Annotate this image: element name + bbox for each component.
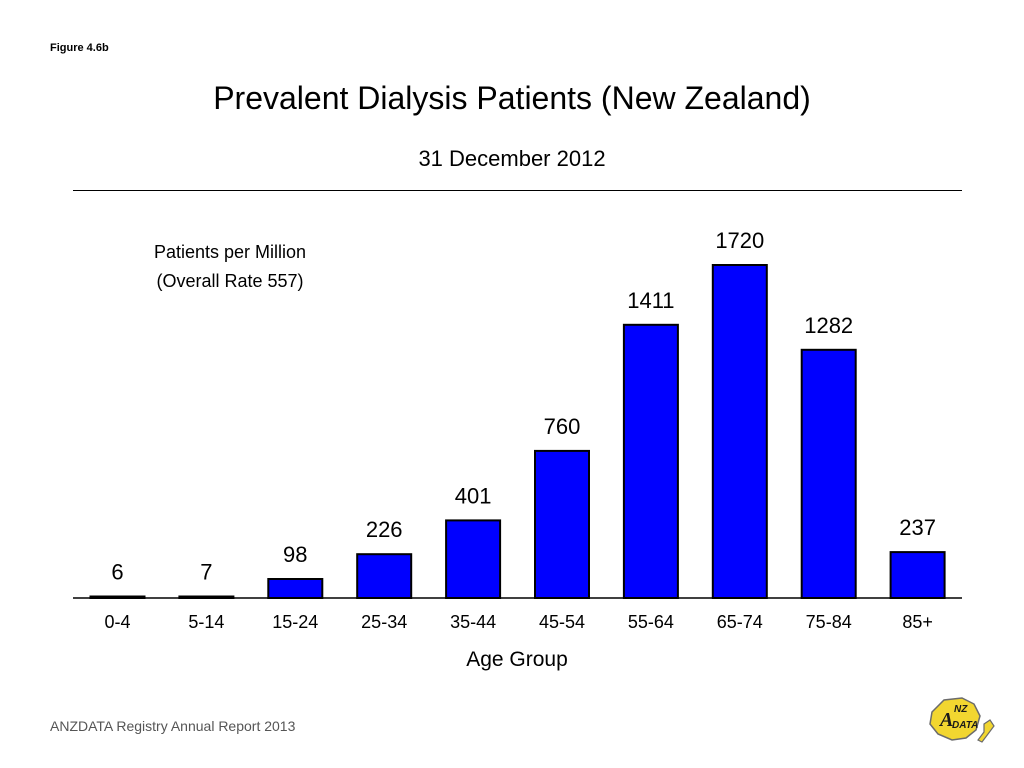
x-tick-label-55-64: 55-64 <box>628 612 674 632</box>
x-tick-label-75-84: 75-84 <box>806 612 852 632</box>
x-tick-label-5-14: 5-14 <box>188 612 224 632</box>
x-tick-label-85+: 85+ <box>902 612 933 632</box>
data-label-65-74: 1720 <box>715 228 764 253</box>
bar-85+ <box>889 551 946 599</box>
bar-35-44 <box>445 519 502 600</box>
x-tick-label-group: 0-4 5-14 15-24 25-34 35-44 45-54 55-64 65-74 75-… <box>104 612 932 632</box>
x-tick-label-45-54: 45-54 <box>539 612 585 632</box>
bar-65-74 <box>711 264 768 599</box>
bar-75-84 <box>800 348 857 599</box>
data-label-group: 6 7 98 226 401 760 1411 1720 1282 237 <box>111 228 936 585</box>
bar-15-24 <box>267 578 324 599</box>
bar-group <box>89 264 946 600</box>
anzdata-logo-icon: A NZ DATA <box>929 697 995 743</box>
x-tick-label-25-34: 25-34 <box>361 612 407 632</box>
data-label-15-24: 98 <box>283 542 307 567</box>
data-label-5-14: 7 <box>200 560 212 585</box>
data-label-35-44: 401 <box>455 483 492 508</box>
data-label-85+: 237 <box>899 515 936 540</box>
data-label-45-54: 760 <box>544 414 581 439</box>
bar-45-54 <box>534 449 590 599</box>
logo-letter-a: A <box>938 709 953 731</box>
x-tick-label-65-74: 65-74 <box>717 612 763 632</box>
x-axis-label: Age Group <box>466 648 568 671</box>
title-divider <box>73 190 962 191</box>
data-label-75-84: 1282 <box>804 313 853 338</box>
rate-annotation-line-1: Patients per Million <box>153 242 307 262</box>
logo-letters-data: DATA <box>952 720 978 731</box>
x-tick-label-15-24: 15-24 <box>272 612 318 632</box>
figure-label: Figure 4.6b <box>50 42 109 54</box>
chart-title: Prevalent Dialysis Patients (New Zealand… <box>213 80 811 116</box>
data-label-55-64: 1411 <box>627 288 674 313</box>
x-tick-label-0-4: 0-4 <box>104 612 130 632</box>
x-tick-label-35-44: 35-44 <box>450 612 496 632</box>
logo-letters-nz: NZ <box>954 704 968 715</box>
rate-annotation-line-2: (Overall Rate 557) <box>156 271 304 291</box>
footer-source: ANZDATA Registry Annual Report 2013 <box>50 718 296 734</box>
rate-annotation: Patients per Million (Overall Rate 557) <box>120 238 340 296</box>
chart-subtitle: 31 December 2012 <box>418 146 606 171</box>
bar-25-34 <box>356 553 413 600</box>
bar-55-64 <box>622 323 679 599</box>
data-label-0-4: 6 <box>111 560 123 585</box>
data-label-25-34: 226 <box>366 517 403 542</box>
